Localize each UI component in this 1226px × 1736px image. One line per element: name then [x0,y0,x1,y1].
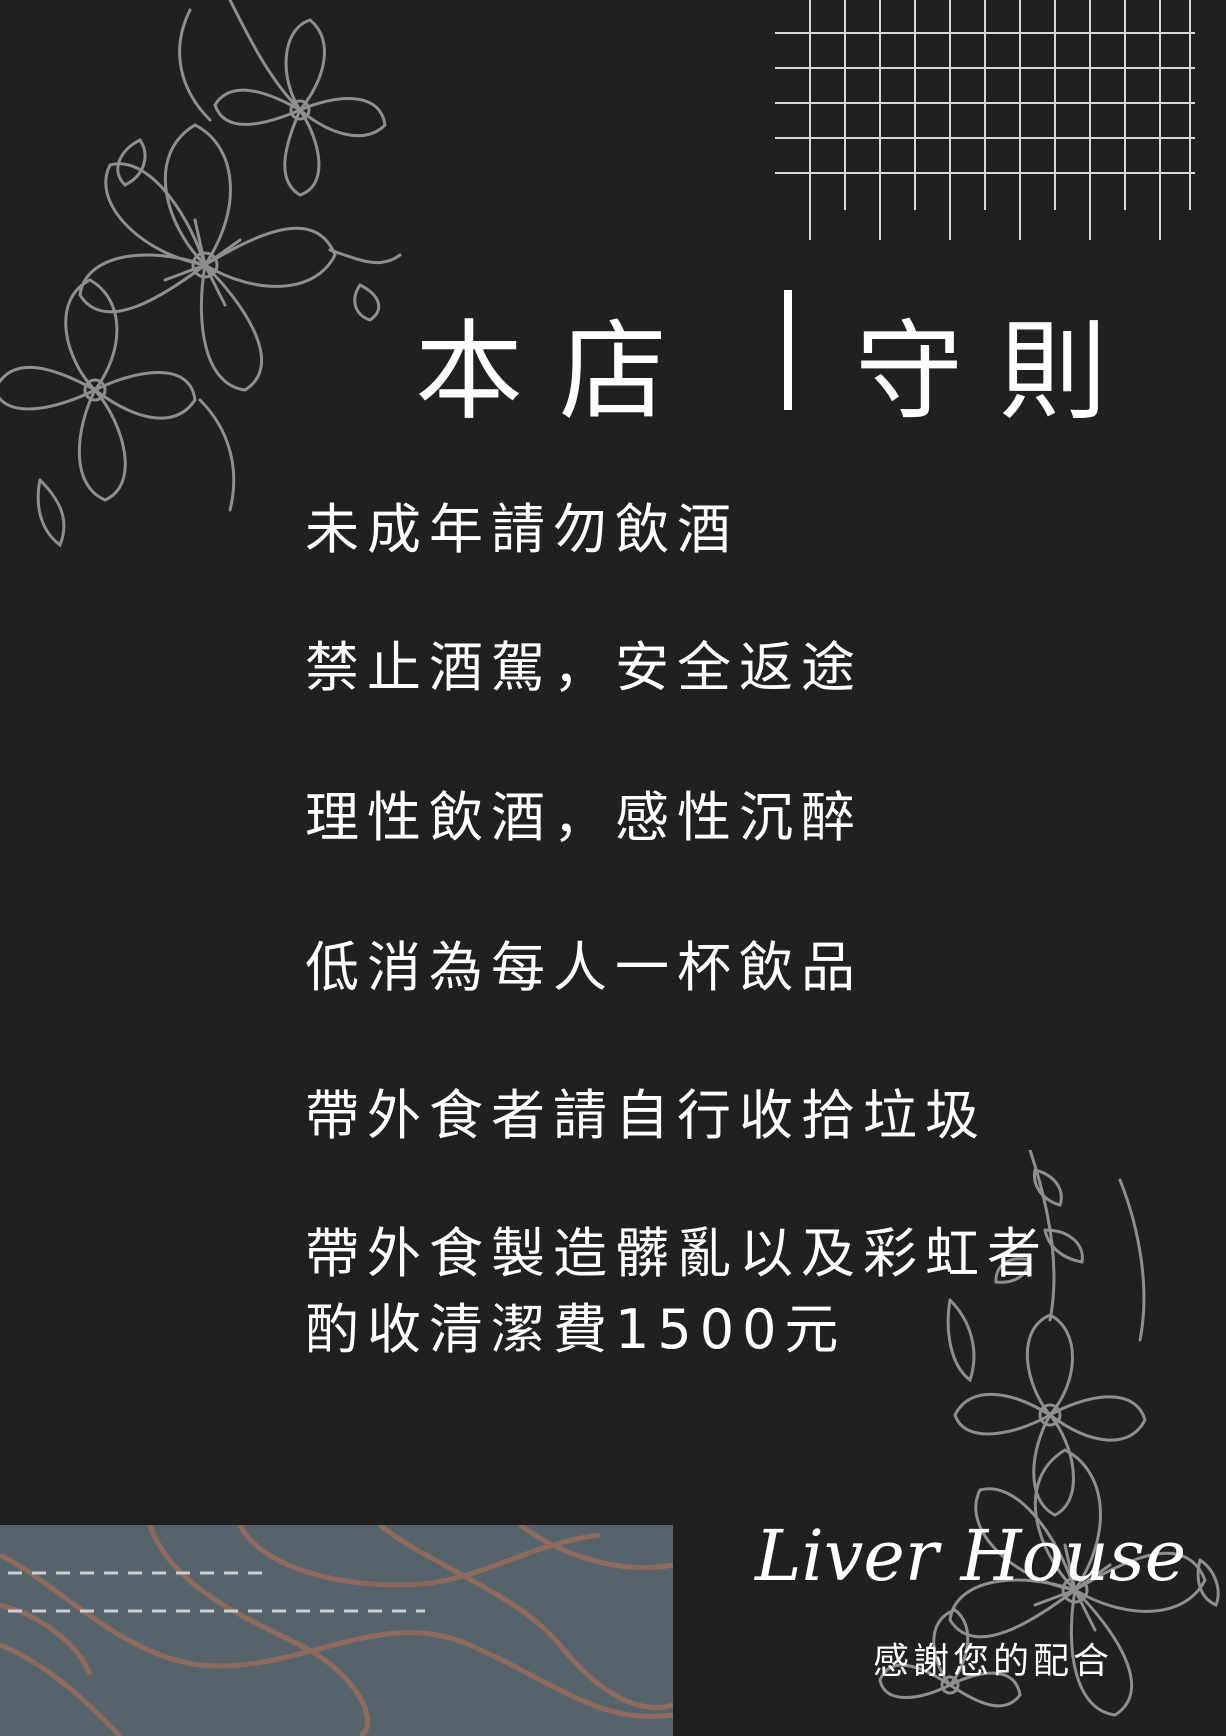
brand-signature: Liver House [755,1515,1187,1597]
rule-item: 低消為每人一杯飲品 [305,936,863,999]
title-left: 本店 [415,310,704,435]
footer-pattern-block [0,1525,673,1736]
grid-pattern-icon [775,0,1195,240]
title-divider [784,290,792,410]
rule-item: 未成年請勿飲酒 [305,498,739,561]
rule-item: 帶外食者請自行收拾垃圾 [305,1084,987,1147]
flower-cluster-icon [878,1150,1220,1717]
rule-item: 酌收清潔費1500元 [305,1298,847,1361]
rule-item: 理性飲酒，感性沉醉 [305,786,863,849]
rule-item: 帶外食製造髒亂以及彩虹者 [305,1222,1049,1285]
poster-title: 本店 守則 [0,275,1226,435]
wave-lines-icon [0,1525,673,1736]
rule-item: 禁止酒駕，安全返途 [305,636,863,699]
thanks-text: 感謝您的配合 [873,1641,1114,1682]
flower-cluster-icon [0,0,402,548]
title-right: 守則 [855,310,1144,435]
